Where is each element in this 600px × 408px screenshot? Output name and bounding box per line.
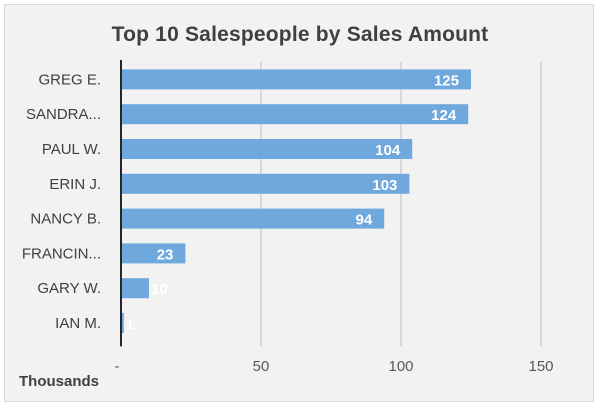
x-tick-label: 100 [388, 358, 413, 375]
category-label: FRANCIN... [22, 245, 101, 262]
data-label: 94 [356, 212, 373, 229]
chart-title: Top 10 Salespeople by Sales Amount [111, 23, 489, 46]
bar [121, 104, 469, 125]
data-label: 1 [126, 316, 134, 333]
data-label: 23 [157, 246, 174, 263]
category-label: ERIN J. [49, 176, 101, 193]
bar [121, 313, 124, 333]
category-label: IAN M. [55, 315, 101, 332]
data-label: 125 [434, 72, 459, 89]
data-label: 104 [375, 142, 401, 159]
bar [121, 208, 385, 229]
x-tick-label: 150 [528, 358, 553, 375]
axis-unit-label: Thousands [19, 373, 100, 390]
bar [121, 243, 186, 264]
bar [121, 278, 149, 299]
data-label: 10 [151, 281, 168, 298]
category-label: SANDRA... [26, 106, 101, 123]
category-label: PAUL W. [42, 141, 101, 158]
bar [121, 173, 410, 194]
category-label: NANCY B. [30, 211, 101, 228]
bar [121, 139, 413, 159]
category-label: GARY W. [37, 280, 101, 297]
data-label: 124 [431, 107, 457, 124]
data-label: 103 [372, 177, 397, 194]
x-tick-label: - [115, 358, 120, 375]
category-label: GREG E. [38, 71, 101, 88]
bar [121, 69, 471, 90]
x-tick-label: 50 [253, 358, 270, 375]
